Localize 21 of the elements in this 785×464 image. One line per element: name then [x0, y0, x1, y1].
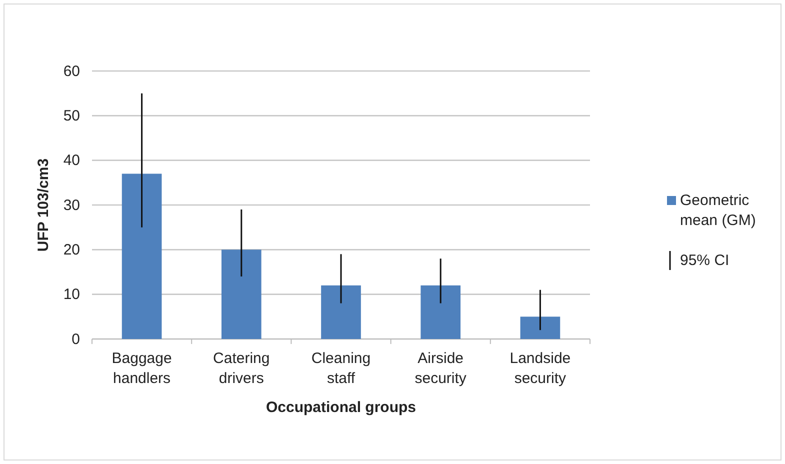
bar: [321, 285, 361, 339]
x-tick-label: Landside security: [510, 350, 571, 387]
bar: [122, 174, 162, 339]
x-tick-label: Cleaning staff: [311, 350, 371, 387]
y-tick-label: 10: [63, 286, 80, 304]
y-tick-label: 60: [63, 62, 80, 80]
x-tick-label: Baggage handlers: [112, 350, 172, 387]
y-axis-title: UFP 103/cm3: [35, 158, 52, 252]
y-tick-label: 20: [63, 241, 80, 258]
bar: [221, 250, 262, 339]
y-tick-label: 40: [63, 152, 80, 170]
legend-label: Geometric mean (GM): [680, 192, 756, 229]
y-tick-label: 30: [63, 196, 80, 214]
y-tick-label: 50: [63, 107, 80, 124]
x-tick-label: Catering drivers: [213, 350, 270, 387]
bar: [520, 316, 560, 339]
text: 95% CI: [680, 252, 730, 269]
x-axis-title: Occupational groups: [266, 399, 416, 416]
bar: [420, 285, 461, 339]
y-tick-label: 0: [72, 330, 80, 348]
x-tick-label: Airside security: [414, 350, 467, 387]
